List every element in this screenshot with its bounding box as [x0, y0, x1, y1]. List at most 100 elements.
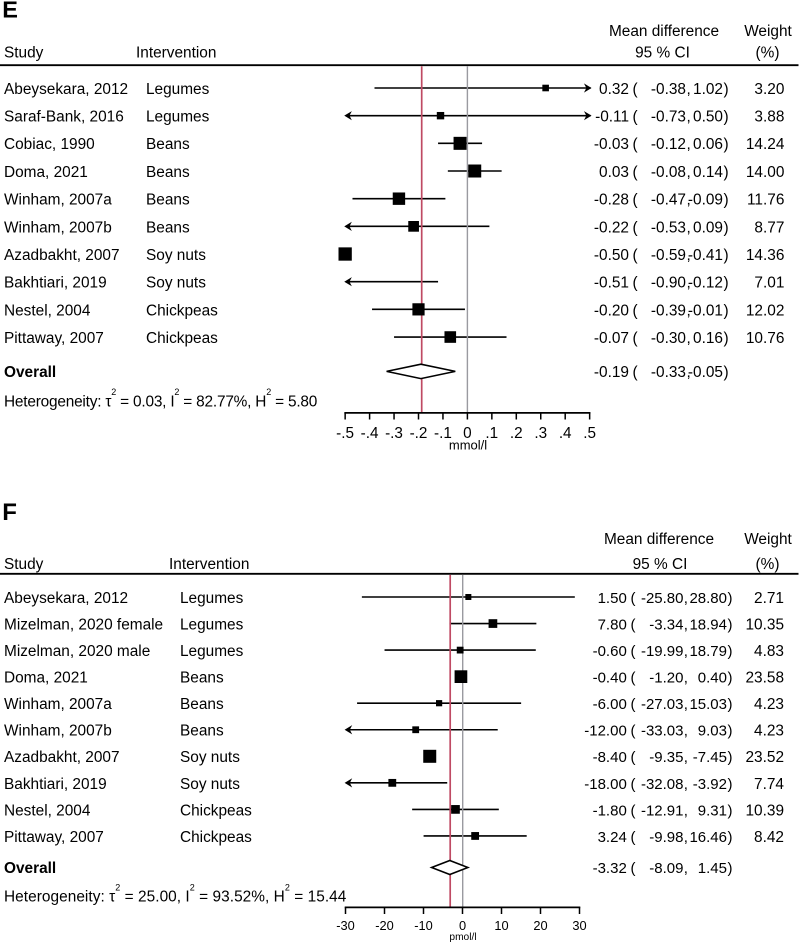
svg-text:): )	[724, 219, 729, 236]
svg-text:4.23: 4.23	[754, 696, 784, 713]
svg-text:): )	[728, 616, 733, 633]
svg-text:Chickpeas: Chickpeas	[180, 802, 252, 819]
svg-text:): )	[728, 776, 733, 793]
svg-text:-25.80: -25.80	[641, 590, 684, 607]
svg-text:-0.05: -0.05	[688, 364, 723, 381]
svg-text:): )	[724, 364, 729, 381]
svg-text:,: ,	[684, 723, 688, 740]
svg-text:Legumes: Legumes	[146, 81, 210, 98]
svg-text:): )	[728, 590, 733, 607]
svg-text:18.94: 18.94	[689, 616, 727, 633]
svg-text:): )	[728, 802, 733, 819]
svg-text:.3: .3	[534, 425, 547, 442]
svg-text:Beans: Beans	[146, 164, 190, 181]
svg-text:,: ,	[684, 696, 688, 713]
svg-text:Overall: Overall	[4, 364, 56, 381]
svg-text:pmol/l: pmol/l	[449, 932, 476, 943]
svg-text:Chickpeas: Chickpeas	[146, 302, 218, 319]
svg-text:Winham, 2007a: Winham, 2007a	[4, 192, 112, 209]
svg-text:(: (	[631, 802, 636, 819]
svg-text:0.16: 0.16	[693, 330, 723, 347]
svg-text:): )	[728, 860, 733, 877]
svg-text:-0.59: -0.59	[651, 247, 686, 264]
svg-text:Nestel, 2004: Nestel, 2004	[4, 802, 91, 819]
svg-text:4.83: 4.83	[754, 643, 784, 660]
svg-text:-9.98: -9.98	[649, 829, 683, 846]
svg-text:3.88: 3.88	[754, 109, 784, 126]
svg-text:-0.12: -0.12	[651, 136, 686, 153]
svg-text:(: (	[631, 749, 636, 766]
svg-text:-1.80: -1.80	[593, 802, 627, 819]
svg-text:-0.73: -0.73	[651, 109, 686, 126]
svg-text:Legumes: Legumes	[180, 643, 244, 660]
svg-text:Winham, 2007b: Winham, 2007b	[4, 723, 112, 740]
svg-text:,: ,	[687, 364, 691, 381]
svg-text:Bakhtiari, 2019: Bakhtiari, 2019	[4, 275, 107, 292]
svg-text:Legumes: Legumes	[180, 616, 244, 633]
svg-text:Winham, 2007b: Winham, 2007b	[4, 219, 112, 236]
svg-text:F: F	[2, 499, 17, 526]
svg-text:Intervention: Intervention	[136, 44, 216, 61]
svg-text:0.32: 0.32	[599, 81, 629, 98]
svg-text:): )	[728, 749, 733, 766]
svg-text:): )	[728, 723, 733, 740]
svg-text:-27.03: -27.03	[641, 696, 684, 713]
svg-text:-33.03: -33.03	[641, 723, 684, 740]
svg-text:Heterogeneity: τ2 = 25.00, I2: Heterogeneity: τ2 = 25.00, I2 = 93.52%, …	[4, 882, 347, 905]
svg-text:-0.11: -0.11	[595, 109, 629, 126]
svg-text:4.23: 4.23	[754, 723, 784, 740]
svg-text:-0.09: -0.09	[688, 192, 723, 209]
svg-text:Pittaway, 2007: Pittaway, 2007	[4, 829, 104, 846]
svg-text:-0.51: -0.51	[594, 275, 629, 292]
svg-text:(: (	[633, 275, 639, 292]
svg-text:11.76: 11.76	[747, 192, 784, 209]
svg-text:Mean difference: Mean difference	[609, 23, 719, 40]
svg-text:2.71: 2.71	[754, 590, 784, 607]
svg-text:1.45: 1.45	[698, 860, 727, 877]
svg-text:mmol/l: mmol/l	[449, 437, 487, 452]
svg-text:): )	[724, 164, 729, 181]
svg-text:): )	[728, 696, 733, 713]
svg-text:Intervention: Intervention	[169, 556, 249, 573]
svg-text:-8.40: -8.40	[593, 749, 627, 766]
svg-text:10.76: 10.76	[746, 330, 785, 347]
svg-text:-.4: -.4	[361, 425, 379, 442]
svg-text:-1.20: -1.20	[649, 670, 683, 687]
svg-text:(: (	[633, 247, 639, 264]
svg-text:Cobiac, 1990: Cobiac, 1990	[4, 136, 95, 153]
svg-text:28.80: 28.80	[689, 590, 727, 607]
svg-text:Nestel, 2004: Nestel, 2004	[4, 302, 91, 319]
svg-text:Azadbakht, 2007: Azadbakht, 2007	[4, 247, 120, 264]
svg-text:(: (	[631, 829, 636, 846]
svg-text:-9.35: -9.35	[649, 749, 683, 766]
svg-text:Winham, 2007a: Winham, 2007a	[4, 696, 112, 713]
svg-text:-8.09: -8.09	[649, 860, 683, 877]
svg-text:(: (	[631, 860, 636, 877]
svg-text:Study: Study	[4, 44, 44, 61]
svg-text:(: (	[633, 164, 639, 181]
svg-text:,: ,	[687, 109, 691, 126]
svg-text:Heterogeneity: τ2 = 0.03, I2 =: Heterogeneity: τ2 = 0.03, I2 = 82.77%, H…	[4, 387, 317, 410]
svg-text:16.46: 16.46	[689, 829, 727, 846]
svg-text:-0.08: -0.08	[651, 164, 686, 181]
svg-text:,: ,	[687, 302, 691, 319]
svg-text:14.36: 14.36	[746, 247, 785, 264]
svg-text:,: ,	[687, 275, 691, 292]
svg-text:7.80: 7.80	[598, 616, 627, 633]
svg-text:-0.53: -0.53	[651, 219, 686, 236]
svg-text:18.79: 18.79	[689, 643, 727, 660]
svg-text:-3.34: -3.34	[649, 616, 683, 633]
svg-text:-0.22: -0.22	[594, 219, 629, 236]
svg-text:0.50: 0.50	[693, 109, 723, 126]
svg-text:.2: .2	[510, 425, 523, 442]
svg-text:(: (	[633, 364, 639, 381]
svg-text:0.40: 0.40	[698, 670, 727, 687]
svg-text:): )	[724, 302, 729, 319]
svg-text:,: ,	[687, 219, 691, 236]
svg-text:-6.00: -6.00	[593, 696, 627, 713]
svg-text:7.74: 7.74	[754, 776, 784, 793]
svg-text:8.42: 8.42	[754, 829, 784, 846]
svg-text:Chickpeas: Chickpeas	[180, 829, 252, 846]
svg-text:-3.92: -3.92	[693, 776, 727, 793]
svg-text:15.03: 15.03	[689, 696, 727, 713]
